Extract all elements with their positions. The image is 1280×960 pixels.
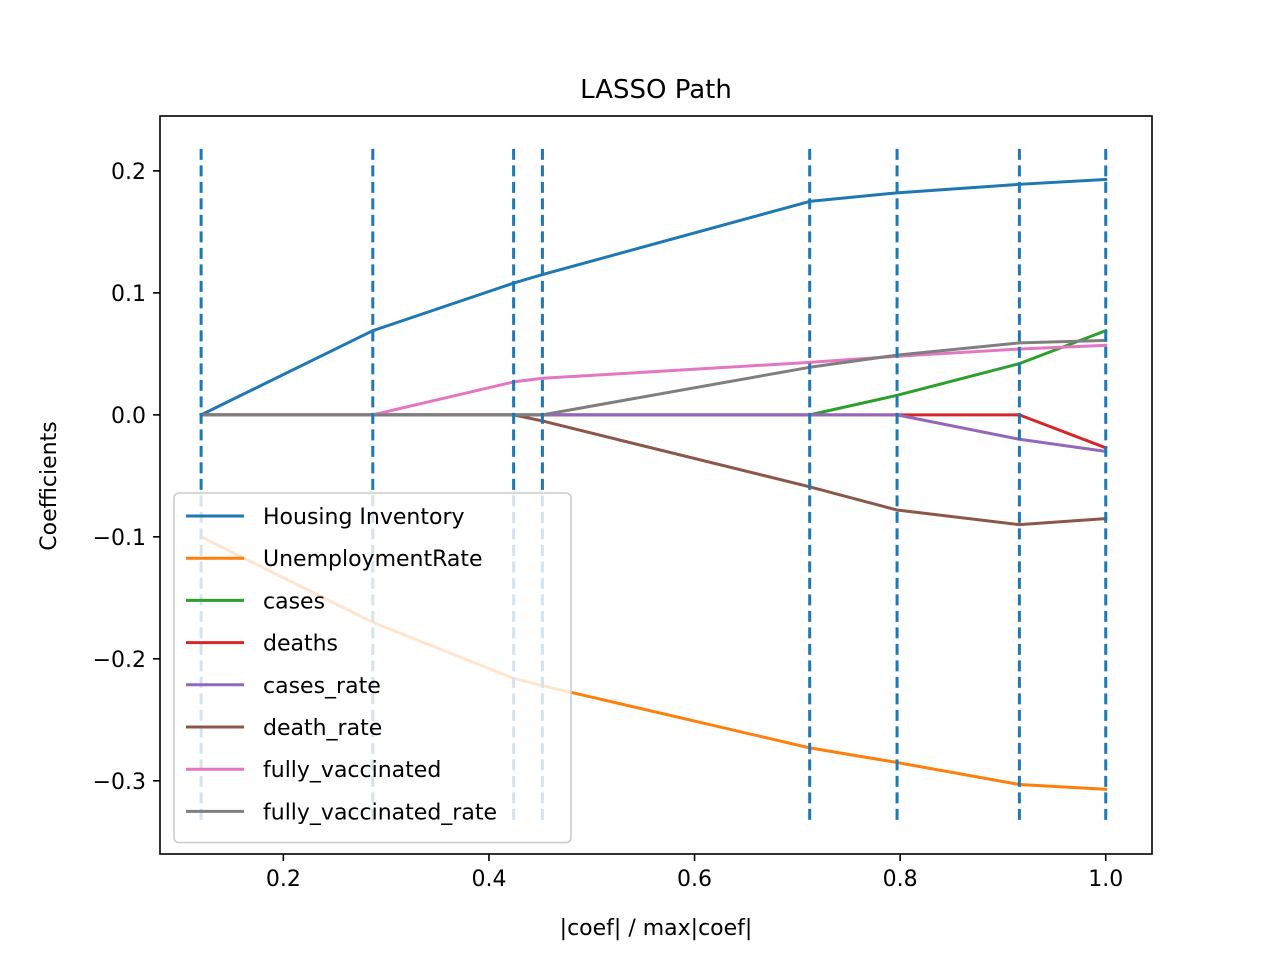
- y-tick-label: 0.1: [111, 282, 146, 307]
- legend: Housing Inventory UnemploymentRate cases de…: [173, 492, 572, 844]
- legend-label: fully_vaccinated_rate: [263, 800, 497, 825]
- series-line-fully-vaccinated-rate: [199, 338, 1108, 417]
- x-tick-label: 0.6: [677, 867, 712, 892]
- legend-box: [173, 492, 572, 844]
- y-axis-title: Coefficients: [37, 421, 62, 550]
- legend-label: Housing Inventory: [263, 505, 465, 530]
- x-axis-title: |coef| / max|coef|: [560, 916, 753, 941]
- y-tick-label: 0.2: [111, 160, 146, 185]
- series-line-cases-rate: [199, 413, 1108, 454]
- series-line-fully-vaccinated: [199, 343, 1108, 417]
- y-tick-label: −0.3: [93, 770, 146, 795]
- legend-label: deaths: [263, 632, 338, 657]
- y-tick-label: −0.1: [93, 526, 146, 551]
- x-tick-label: 0.4: [471, 867, 506, 892]
- legend-label: death_rate: [263, 716, 382, 741]
- series-line-deaths: [199, 413, 1108, 450]
- x-tick-label: 1.0: [1088, 867, 1123, 892]
- legend-label: cases_rate: [263, 674, 381, 699]
- plot-frame: [159, 115, 1153, 855]
- y-tick-label: 0.0: [111, 404, 146, 429]
- chart-title: LASSO Path: [580, 75, 732, 105]
- legend-label: cases: [263, 589, 325, 614]
- y-tick-label: −0.2: [93, 648, 146, 673]
- x-tick-label: 0.8: [883, 867, 918, 892]
- legend-label: fully_vaccinated: [263, 758, 441, 783]
- legend-label: UnemploymentRate: [263, 547, 483, 572]
- series-line-housing-inventory: [199, 177, 1108, 417]
- x-tick-label: 0.2: [266, 867, 301, 892]
- plot-area: 0.2 0.4 0.6 0.8 1.0 0.2 0.1 0.0 −0.1 −0.2 −0.3: [93, 115, 1153, 892]
